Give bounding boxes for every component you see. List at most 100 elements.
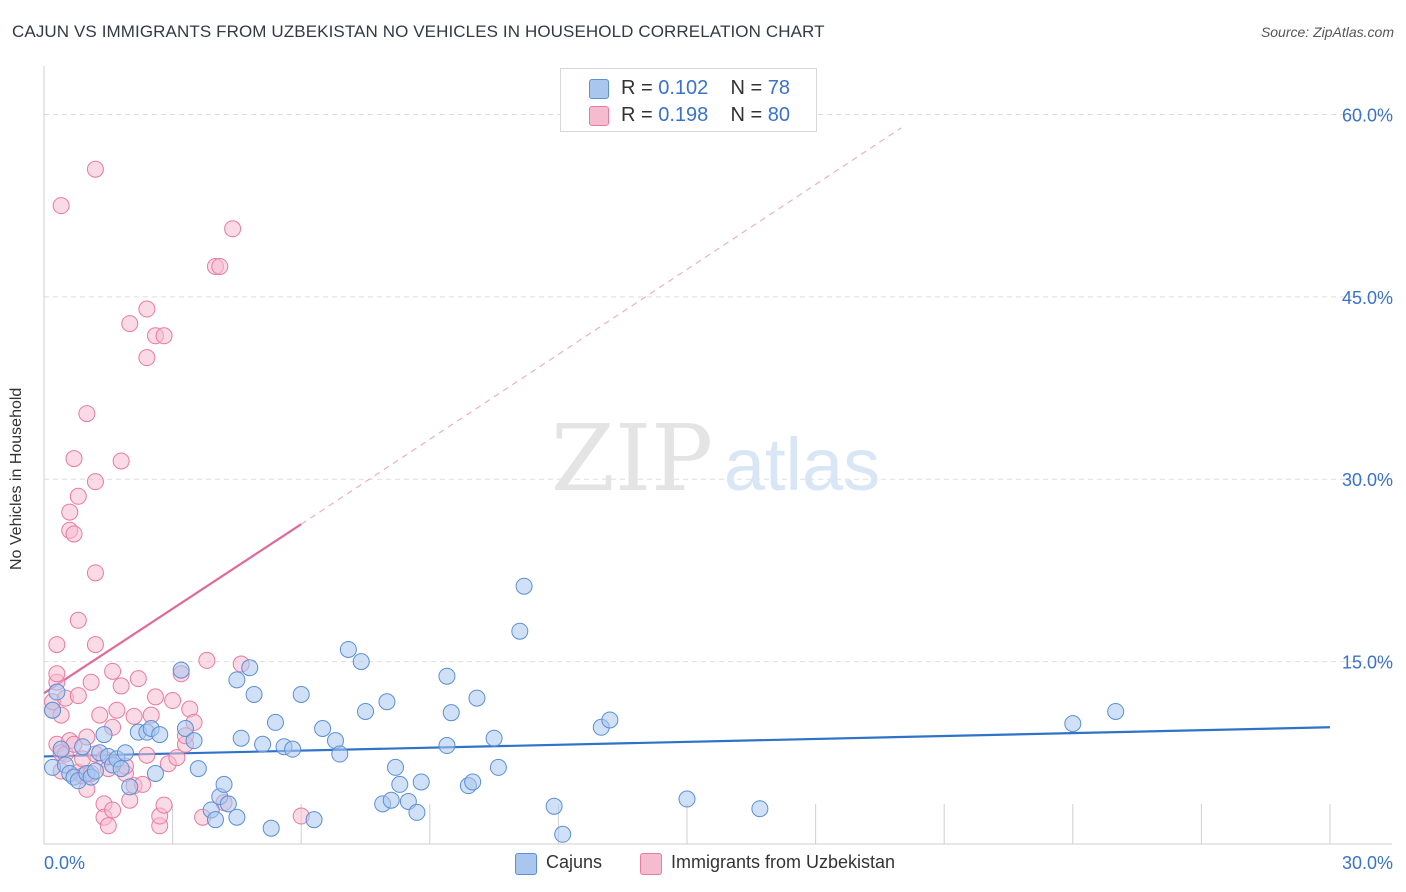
uzbekistan-point bbox=[104, 662, 122, 680]
cajuns-point bbox=[678, 790, 696, 808]
x-tick-label: 0.0% bbox=[44, 853, 85, 873]
uzbekistan-point bbox=[99, 817, 117, 835]
uzbekistan-point bbox=[104, 801, 122, 819]
uzbekistan-point bbox=[48, 636, 66, 654]
cajuns-legend-swatch bbox=[515, 853, 537, 875]
cajuns-point bbox=[485, 729, 503, 747]
cajuns-point bbox=[442, 704, 460, 722]
cajuns-point bbox=[314, 719, 332, 737]
cajuns-point bbox=[48, 683, 66, 701]
uzbekistan-trend-extension bbox=[300, 127, 902, 525]
cajuns-point bbox=[554, 825, 572, 843]
cajuns-point bbox=[95, 726, 113, 744]
legend-label-cajuns: Cajuns bbox=[546, 852, 603, 872]
uzbekistan-point bbox=[155, 327, 173, 345]
cajuns-point bbox=[391, 775, 409, 793]
watermark-zip: ZIP bbox=[551, 405, 713, 512]
uzbekistan-legend-swatch bbox=[640, 853, 662, 875]
watermark-atlas: atlas bbox=[724, 423, 880, 506]
uzbekistan-point bbox=[138, 349, 156, 367]
uzbekistan-point bbox=[125, 707, 143, 725]
y-tick-label: 60.0% bbox=[1342, 105, 1393, 125]
uzbekistan-point bbox=[65, 525, 83, 543]
uzbekistan-point bbox=[198, 651, 216, 669]
n-value-cajuns: 78 bbox=[767, 77, 791, 99]
uzbekistan-point bbox=[112, 452, 130, 470]
uzbekistan-point bbox=[121, 315, 139, 333]
n-value-uzbekistan: 80 bbox=[767, 104, 791, 126]
cajuns-point bbox=[751, 800, 769, 818]
cajuns-point bbox=[464, 773, 482, 791]
series-cajuns-points bbox=[44, 577, 1125, 843]
uzbekistan-point bbox=[91, 706, 109, 724]
cajuns-point bbox=[515, 577, 533, 595]
r-label: R = bbox=[621, 77, 653, 99]
cajuns-point bbox=[357, 702, 374, 720]
n-label: N = bbox=[730, 104, 763, 126]
y-tick-label: 45.0% bbox=[1342, 288, 1393, 308]
cajuns-point bbox=[382, 791, 400, 809]
cajuns-point bbox=[545, 797, 563, 815]
cajuns-point bbox=[378, 693, 396, 711]
cajuns-point bbox=[146, 764, 164, 782]
cajuns-point bbox=[1064, 715, 1082, 733]
y-tick-label: 15.0% bbox=[1342, 653, 1393, 673]
cajuns-point bbox=[189, 760, 207, 778]
uzbekistan-point bbox=[155, 796, 173, 814]
uzbekistan-point bbox=[82, 673, 100, 691]
cajuns-point bbox=[511, 622, 529, 640]
uzbekistan-point bbox=[211, 257, 229, 275]
cajuns-point bbox=[438, 667, 456, 685]
watermark: ZIP atlas bbox=[551, 405, 880, 512]
stats-legend: R = 0.102 N = 78 R = 0.198 N = 80 bbox=[560, 68, 817, 132]
cajuns-point bbox=[266, 713, 284, 731]
uzbekistan-point bbox=[86, 564, 104, 582]
y-axis-label: No Vehicles in Household bbox=[8, 387, 25, 570]
uzbekistan-point bbox=[86, 473, 104, 491]
cajuns-point bbox=[412, 773, 430, 791]
cajuns-swatch bbox=[589, 79, 609, 99]
legend-label-uzbekistan: Immigrants from Uzbekistan bbox=[671, 852, 896, 872]
cajuns-point bbox=[151, 726, 169, 744]
uzbekistan-point bbox=[164, 692, 182, 710]
grid-lines bbox=[43, 66, 1392, 845]
axis-tick-labels: 15.0% 30.0% 45.0% 60.0% 0.0% 30.0% bbox=[44, 105, 1393, 873]
uzbekistan-point bbox=[138, 746, 156, 764]
uzbekistan-point bbox=[61, 503, 79, 521]
cajuns-point bbox=[601, 711, 619, 729]
source-label: Source: ZipAtlas.com bbox=[1260, 24, 1394, 40]
series-uzbekistan-points bbox=[44, 160, 310, 835]
cajuns-point bbox=[219, 795, 237, 813]
cajuns-point bbox=[352, 653, 370, 671]
uzbekistan-point bbox=[224, 220, 242, 238]
uzbekistan-point bbox=[65, 450, 83, 468]
cajuns-point bbox=[1107, 702, 1125, 720]
cajuns-point bbox=[232, 729, 250, 747]
cajuns-point bbox=[339, 640, 357, 658]
uzbekistan-point bbox=[69, 611, 87, 629]
cajuns-point bbox=[305, 811, 323, 829]
cajuns-point bbox=[176, 719, 194, 737]
cajuns-point bbox=[254, 735, 272, 753]
uzbekistan-point bbox=[86, 636, 104, 654]
cajuns-point bbox=[185, 732, 203, 750]
uzbekistan-point bbox=[69, 487, 87, 505]
cajuns-point bbox=[245, 685, 263, 703]
x-tick-label: 30.0% bbox=[1342, 853, 1393, 873]
uzbekistan-point bbox=[168, 749, 186, 767]
cajuns-point bbox=[206, 811, 224, 829]
r-value-uzbekistan: 0.198 bbox=[658, 104, 709, 126]
uzbekistan-point bbox=[108, 701, 126, 719]
cajuns-point bbox=[284, 740, 302, 758]
cajuns-point bbox=[86, 762, 104, 780]
cajuns-point bbox=[262, 819, 280, 837]
y-tick-label: 30.0% bbox=[1342, 470, 1393, 490]
cajuns-point bbox=[215, 775, 233, 793]
uzbekistan-point bbox=[86, 160, 104, 178]
series-legend: Cajuns Immigrants from Uzbekistan bbox=[0, 852, 1406, 876]
cajuns-point bbox=[172, 661, 190, 679]
cajuns-point bbox=[228, 671, 246, 689]
cajuns-point bbox=[408, 803, 426, 821]
cajuns-point bbox=[438, 737, 456, 755]
